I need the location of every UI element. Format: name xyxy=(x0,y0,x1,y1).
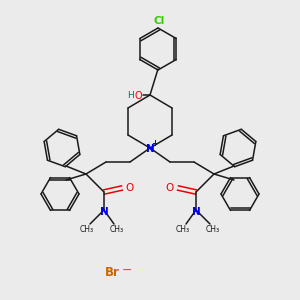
Text: CH₃: CH₃ xyxy=(206,224,220,233)
Text: N: N xyxy=(146,144,154,154)
Text: O: O xyxy=(134,91,142,101)
Text: CH₃: CH₃ xyxy=(110,224,124,233)
Text: H: H xyxy=(128,92,134,100)
Text: O: O xyxy=(166,183,174,193)
Text: Cl: Cl xyxy=(153,16,165,26)
Text: CH₃: CH₃ xyxy=(80,224,94,233)
Text: N: N xyxy=(100,207,108,217)
Text: −: − xyxy=(122,263,132,277)
Text: CH₃: CH₃ xyxy=(176,224,190,233)
Text: O: O xyxy=(126,183,134,193)
Text: Br: Br xyxy=(105,266,119,278)
Text: N: N xyxy=(192,207,200,217)
Text: +: + xyxy=(151,140,158,148)
